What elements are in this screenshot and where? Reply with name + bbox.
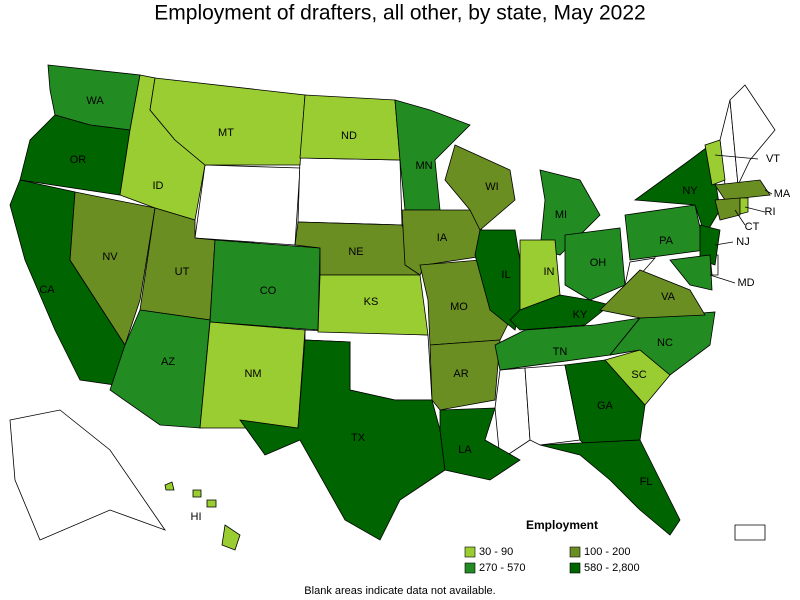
state xyxy=(221,524,241,551)
state xyxy=(699,224,721,266)
legend-swatch xyxy=(464,546,476,558)
state-label: NJ xyxy=(736,236,749,248)
state-label: NY xyxy=(682,185,698,197)
state-label: KS xyxy=(364,296,379,308)
state xyxy=(474,229,526,331)
state-label: IA xyxy=(437,232,448,244)
leader-line xyxy=(714,154,759,160)
state-label: WA xyxy=(86,95,104,107)
state-no-data xyxy=(524,364,581,446)
leader-line xyxy=(714,241,734,246)
legend-title: Employment xyxy=(526,518,598,532)
state xyxy=(206,499,217,508)
state-label: CA xyxy=(39,284,55,296)
state-label: ID xyxy=(153,180,164,192)
state xyxy=(394,99,471,211)
state-no-data xyxy=(194,164,301,246)
state xyxy=(509,294,611,331)
state-label: MI xyxy=(555,209,567,221)
state xyxy=(704,139,726,186)
state-label: NM xyxy=(244,368,261,380)
state xyxy=(164,481,175,491)
state-label: UT xyxy=(175,266,190,278)
legend-swatch xyxy=(569,546,581,558)
state-label: KY xyxy=(573,309,588,321)
state-label: MD xyxy=(737,277,754,289)
state-no-data xyxy=(729,84,776,187)
state-label: VA xyxy=(661,291,676,303)
state-label: SC xyxy=(631,369,646,381)
state-label: NC xyxy=(657,337,673,349)
state-label: WI xyxy=(485,181,498,193)
state xyxy=(192,489,202,498)
state xyxy=(239,339,446,541)
leader-line xyxy=(734,209,746,226)
legend-swatch xyxy=(569,562,581,574)
state xyxy=(439,407,521,481)
state-no-data xyxy=(734,524,766,541)
state xyxy=(714,197,741,221)
leader-line xyxy=(744,206,766,213)
state-label: NE xyxy=(348,246,363,258)
state-label: VT xyxy=(766,153,780,165)
legend-swatch xyxy=(464,562,476,574)
state-label: PA xyxy=(659,235,674,247)
state-label: OR xyxy=(70,154,87,166)
state xyxy=(539,169,601,256)
leader-line xyxy=(764,189,773,195)
state-label: IN xyxy=(544,266,555,278)
state xyxy=(599,269,706,319)
state xyxy=(429,339,501,411)
state-label: IL xyxy=(501,269,510,281)
state-label: AR xyxy=(453,368,468,380)
legend-label: 270 - 570 xyxy=(479,562,525,574)
state-label: FL xyxy=(640,476,653,488)
state-label: AZ xyxy=(161,356,175,368)
state-no-data xyxy=(9,409,167,541)
state-label: RI xyxy=(765,206,776,218)
state xyxy=(564,227,626,301)
state xyxy=(317,274,429,336)
legend-label: 100 - 200 xyxy=(584,546,630,558)
footnote: Blank areas indicate data not available. xyxy=(304,585,495,597)
state-label: MA xyxy=(774,188,791,200)
state-label: ND xyxy=(341,130,357,142)
state-label: GA xyxy=(597,400,614,412)
state xyxy=(714,179,771,201)
state-label: NV xyxy=(102,251,118,263)
state xyxy=(69,191,156,346)
state-label: HI xyxy=(191,511,202,523)
legend-label: 30 - 90 xyxy=(479,546,513,558)
state xyxy=(539,439,681,536)
state-label: MO xyxy=(450,301,468,313)
map-title: Employment of drafters, all other, by st… xyxy=(154,2,645,25)
state-label: LA xyxy=(458,444,472,456)
leader-line xyxy=(709,274,736,284)
state-label: CO xyxy=(260,285,277,297)
legend-label: 580 - 2,800 xyxy=(584,562,640,574)
state xyxy=(739,197,749,215)
state xyxy=(299,94,401,161)
state-label: MT xyxy=(218,127,234,139)
state xyxy=(624,204,706,261)
state-label: TX xyxy=(351,432,366,444)
state-no-data xyxy=(494,367,531,461)
state xyxy=(669,254,713,291)
state-label: TN xyxy=(553,346,568,358)
state-label: MN xyxy=(415,160,432,172)
state-no-data xyxy=(297,157,403,226)
state-label: OH xyxy=(590,257,607,269)
state-label: CT xyxy=(745,221,760,233)
